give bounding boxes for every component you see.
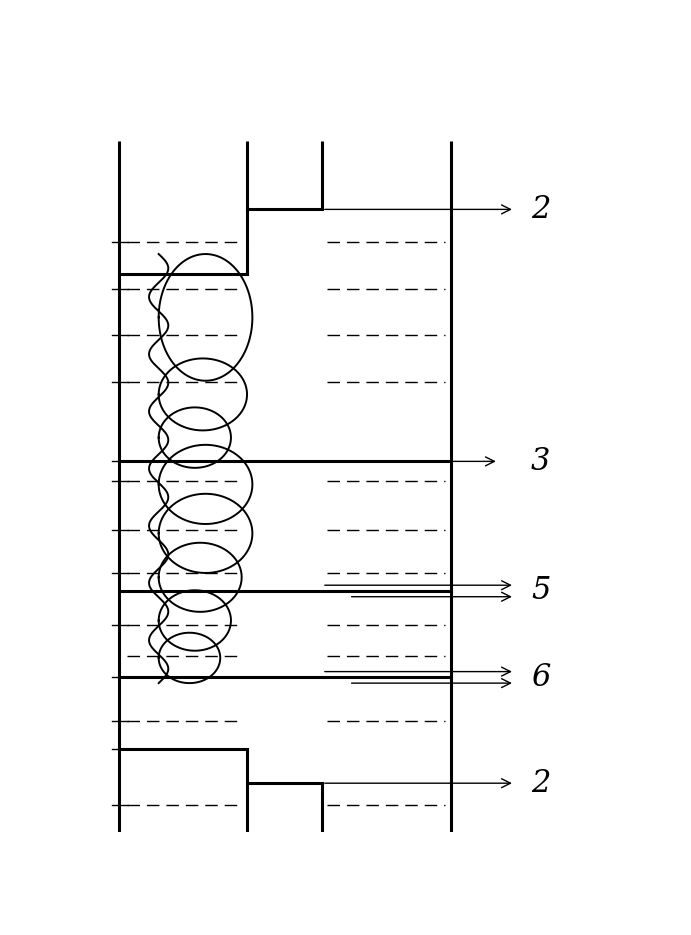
Text: 6: 6 <box>531 662 550 693</box>
Text: 2: 2 <box>531 768 550 798</box>
Text: 3: 3 <box>531 446 550 477</box>
Text: 2: 2 <box>531 194 550 225</box>
Text: 5: 5 <box>531 575 550 607</box>
